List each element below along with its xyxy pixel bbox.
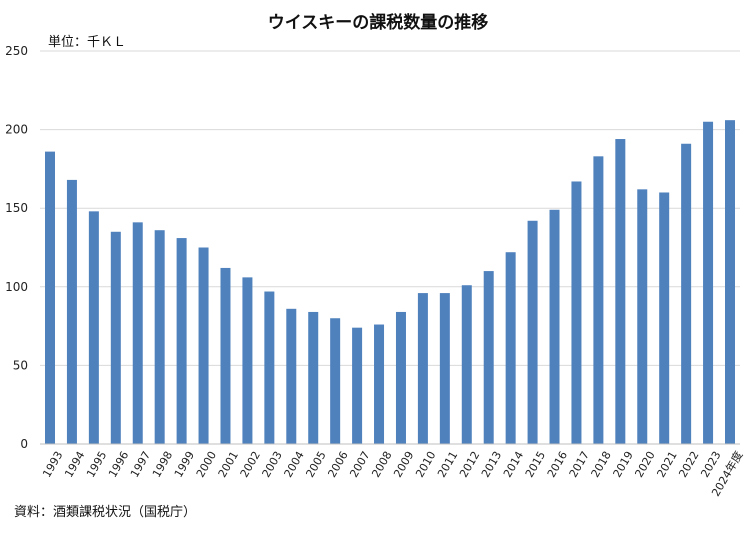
x-tick-label: 2009 [391,449,416,480]
source-label: 資料：酒類課税状況（国税庁） [14,504,196,520]
bar [417,293,428,444]
bar [308,311,319,444]
x-tick-label: 1995 [84,449,109,480]
bar [681,143,692,445]
y-tick-label: 50 [13,358,28,372]
x-tick-label: 1994 [62,449,87,480]
bar [659,192,670,444]
x-tick-label: 1993 [40,449,65,480]
x-tick-label: 1999 [172,449,197,480]
bar [527,220,538,444]
bar [439,293,450,444]
x-tick-label: 2001 [216,449,241,480]
bar [198,247,209,444]
bar [286,308,297,444]
y-tick-label: 100 [5,280,28,294]
bar [154,230,165,444]
bar [220,267,231,444]
bar [110,231,121,444]
x-tick-label: 2006 [325,449,350,480]
bar [242,277,253,444]
x-tick-label: 2020 [633,449,658,480]
x-tick-label: 2000 [194,449,219,480]
bar [703,121,714,445]
bar [88,211,99,444]
bar [637,189,648,444]
grid-lines [40,50,740,366]
x-tick-label: 2017 [567,449,592,480]
bars [45,120,735,445]
bar [725,120,735,444]
unit-label: 単位：千ＫＬ [48,34,126,50]
bar [505,252,516,444]
bar [571,181,582,444]
x-tick-label: 1997 [128,449,153,480]
x-tick-label: 1998 [150,449,175,480]
bar [374,324,385,444]
x-tick-label: 2013 [479,449,504,480]
bar [330,318,341,444]
x-tick-label: 2005 [303,449,328,480]
bar [593,156,604,444]
bar [461,285,472,444]
y-tick-label: 0 [20,437,28,451]
bar [132,222,143,444]
x-tick-label: 1996 [106,449,131,480]
x-tick-label: 2007 [347,449,372,480]
x-tick-label: 2012 [457,449,482,480]
x-tick-label: 2019 [611,449,636,480]
y-tick-label: 200 [5,123,28,137]
x-tick-label: 2008 [369,449,394,480]
bar [395,311,406,444]
x-tick-label: 2003 [260,449,285,480]
y-tick-label: 150 [5,201,28,215]
x-tick-label: 2018 [589,449,614,480]
bar [549,209,560,444]
x-tick-label: 2022 [676,449,701,480]
bar [352,327,363,444]
bar [264,291,275,444]
chart-title: ウイスキーの課税数量の推移 [268,12,489,33]
x-tick-label: 2014 [501,449,526,480]
x-tick-label: 2021 [654,449,679,480]
bar [483,271,494,444]
x-tick-label: 2010 [413,449,438,480]
x-axis-ticks: 1993199419951996199719981999200020012002… [40,449,745,499]
x-tick-label: 2016 [545,449,570,480]
bar [176,238,187,444]
bar [615,139,626,445]
bar [45,151,55,444]
x-tick-label: 2004 [282,449,307,480]
y-tick-label: 250 [5,44,28,58]
x-tick-label: 2011 [435,449,460,480]
x-tick-label: 2002 [238,449,263,480]
bar [66,179,77,445]
x-tick-label: 2015 [523,449,548,480]
y-axis-ticks: 0 50 100 150 200 250 [5,44,28,451]
